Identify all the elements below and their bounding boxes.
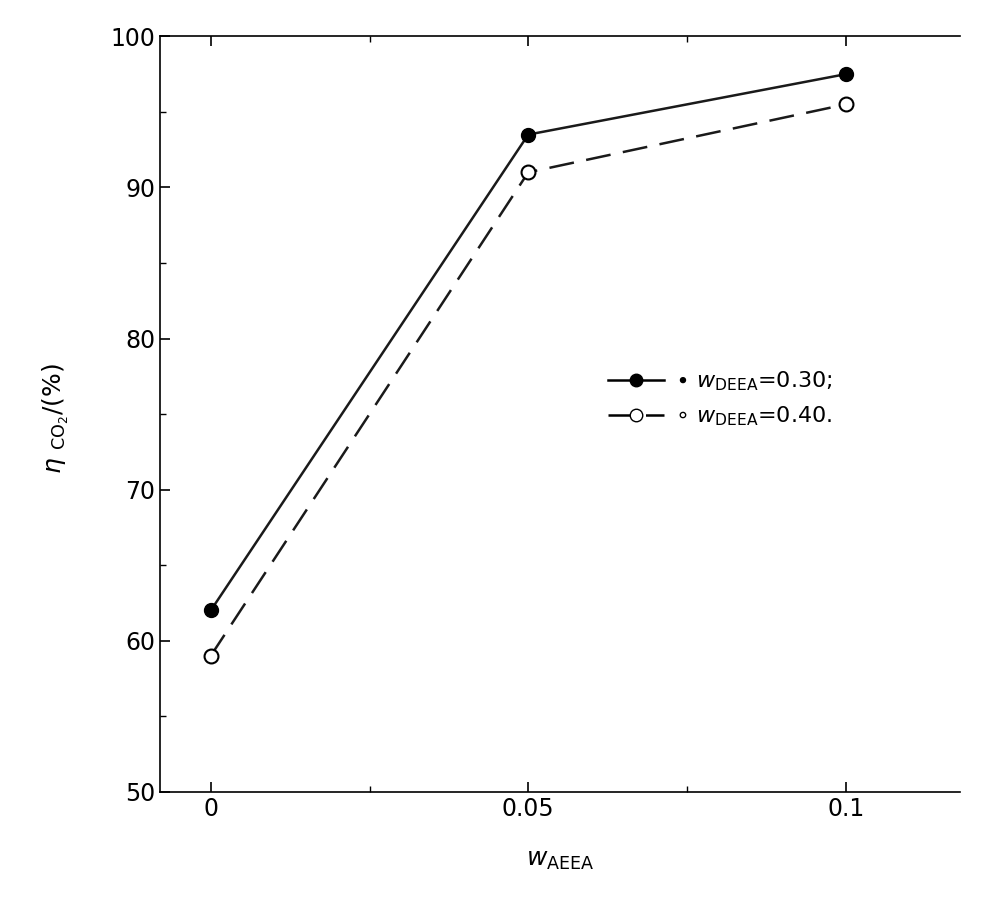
Legend: $\bullet$ $w$$_{\rm DEEA}$=0.30;, $\circ$ $w$$_{\rm DEEA}$=0.40.: $\bullet$ $w$$_{\rm DEEA}$=0.30;, $\circ…	[599, 361, 841, 437]
Text: $w$$_{\rm AEEA}$: $w$$_{\rm AEEA}$	[526, 848, 594, 872]
Text: $\eta$ $_{\rm CO_2}$/(%): $\eta$ $_{\rm CO_2}$/(%)	[41, 354, 71, 474]
